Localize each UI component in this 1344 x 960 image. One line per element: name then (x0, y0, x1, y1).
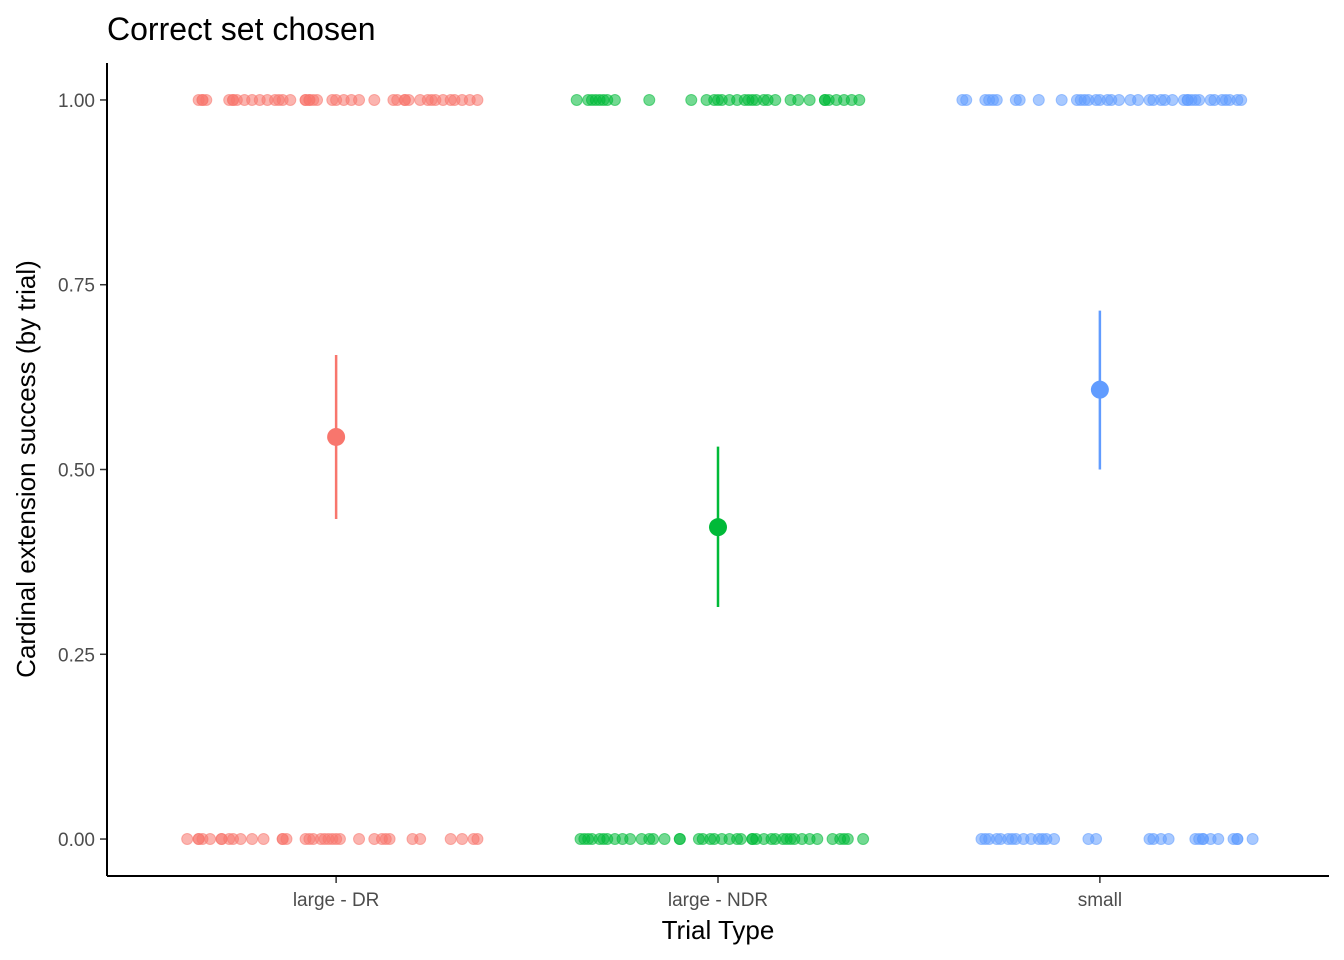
y-tick-label: 0.50 (58, 461, 95, 482)
jitter-point (811, 833, 824, 846)
jitter-point (414, 833, 427, 846)
jitter-point (471, 833, 484, 846)
x-tick-label: small (1078, 890, 1122, 911)
jitter-point (456, 833, 469, 846)
jitter-point (1132, 93, 1145, 106)
y-axis-title: Cardinal extension success (by trial) (11, 260, 41, 678)
jitter-point (1193, 93, 1206, 106)
jitter-point (246, 833, 259, 846)
mean-point (709, 518, 727, 537)
jitter-point (1231, 833, 1244, 846)
y-axis-ticks: 0.00 0.25 0.50 0.75 1.00 (58, 91, 107, 851)
jitter-point (734, 833, 747, 846)
jitter-point (1212, 833, 1225, 846)
jitter-point (257, 833, 270, 846)
y-tick-label: 1.00 (58, 91, 95, 112)
jitter-point (624, 833, 637, 846)
jitter-point (1090, 833, 1103, 846)
jitter-point (234, 833, 247, 846)
jitter-point (444, 833, 457, 846)
jitter-point (383, 833, 396, 846)
jitter-point (1112, 93, 1125, 106)
jitter-point (181, 833, 194, 846)
jitter-point (1048, 833, 1061, 846)
jitter-point (1055, 93, 1068, 106)
jitter-point (769, 93, 782, 106)
jitter-point (1246, 833, 1259, 846)
jitter-point (1013, 93, 1026, 106)
mean-point (1090, 380, 1109, 399)
jitter-point (658, 833, 671, 846)
jitter-point (960, 93, 973, 106)
jitter-point (368, 93, 381, 106)
jitter-point (647, 833, 660, 846)
jitter-point (471, 93, 484, 106)
jitter-point (608, 93, 621, 106)
jitter-point (1166, 93, 1179, 106)
summary-points (327, 310, 1109, 607)
jitter-point (204, 833, 217, 846)
jitter-point (1162, 833, 1175, 846)
jitter-point (311, 93, 324, 106)
jitter-point (353, 833, 366, 846)
jitter-points (181, 93, 1259, 846)
x-tick-label: large - NDR (668, 890, 768, 911)
jitter-point (1196, 833, 1209, 846)
jitter-point (803, 93, 816, 106)
jitter-point (990, 93, 1003, 106)
jitter-point (841, 833, 854, 846)
mean-point (327, 427, 346, 446)
jitter-point (673, 833, 686, 846)
jitter-point (333, 833, 346, 846)
jitter-point (1235, 93, 1248, 106)
jitter-point (1032, 93, 1045, 106)
x-tick-label: large - DR (293, 890, 380, 911)
jitter-point (685, 93, 698, 106)
jitter-point (284, 93, 297, 106)
jitter-point (857, 833, 870, 846)
jitter-point (200, 93, 213, 106)
jitter-point (570, 93, 583, 106)
jitter-point (353, 93, 366, 106)
jitter-point (643, 93, 656, 106)
jitter-point (402, 93, 415, 106)
jitter-point (853, 93, 866, 106)
jitter-point (792, 93, 805, 106)
jitter-point (280, 833, 293, 846)
x-axis-ticks: large - DR large - NDR small (293, 876, 1122, 911)
y-tick-label: 0.25 (58, 645, 95, 666)
x-axis-title: Trial Type (662, 915, 775, 945)
chart-title: Correct set chosen (107, 11, 376, 47)
y-tick-label: 0.75 (58, 276, 95, 297)
y-tick-label: 0.00 (58, 830, 95, 851)
